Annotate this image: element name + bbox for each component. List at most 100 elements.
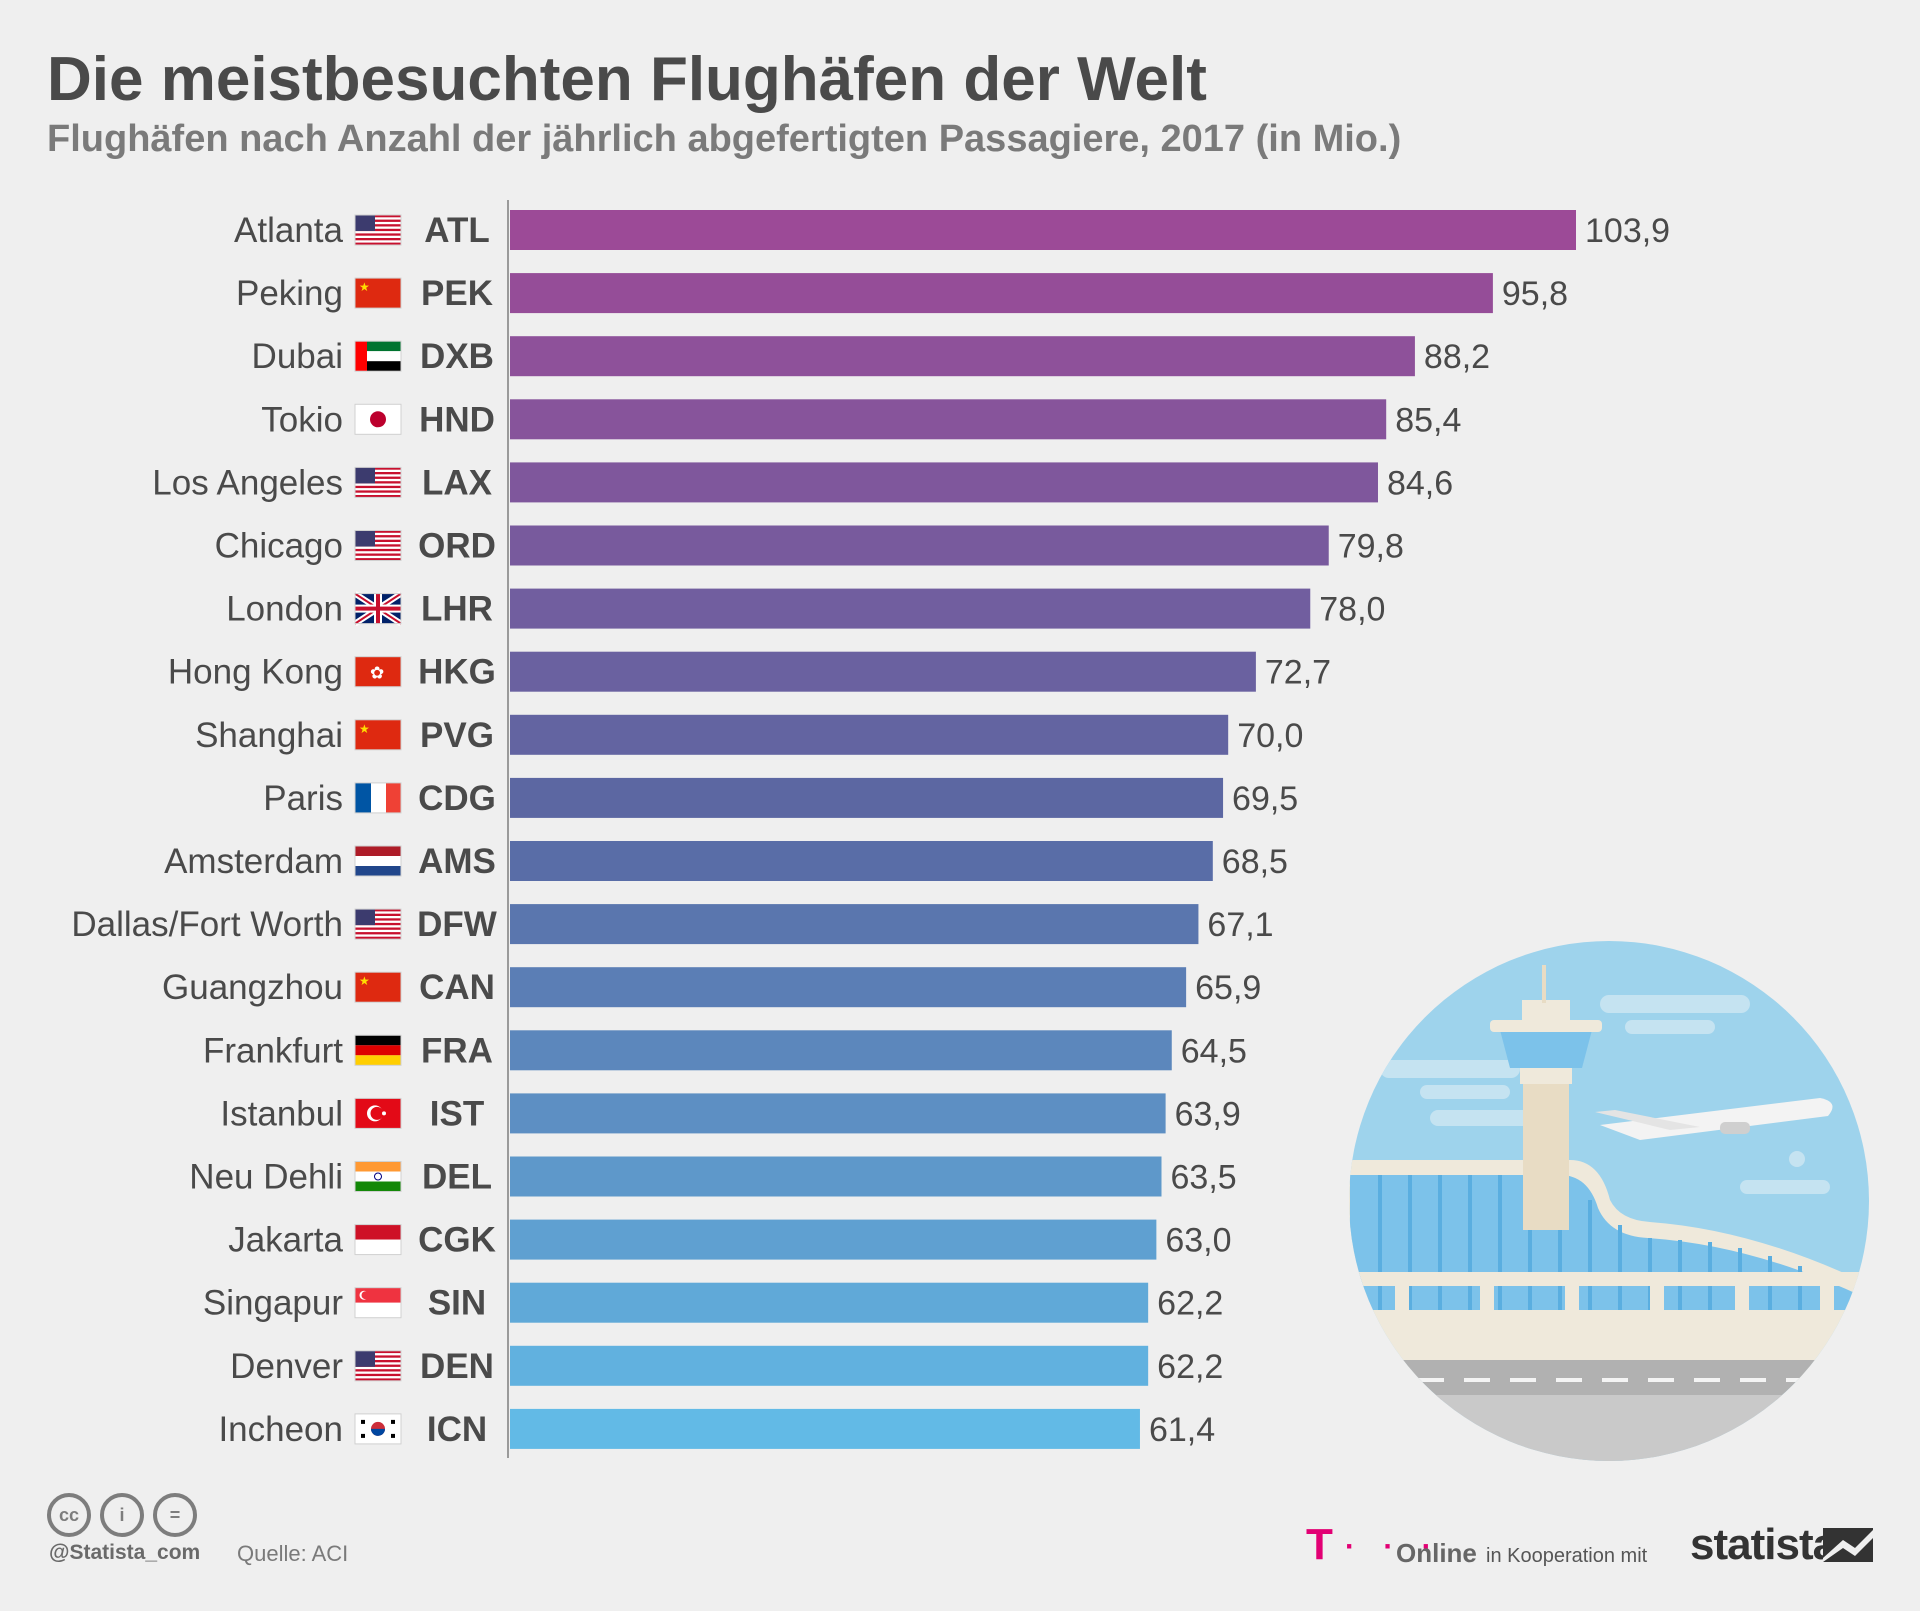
flag-cn-icon: ★ <box>354 277 402 309</box>
bar-row: Neu Dehli DEL 63,5 <box>189 1156 1237 1197</box>
cc-license-icons: cc i = <box>47 1493 197 1537</box>
bar-row: Frankfurt FRA 64,5 <box>203 1030 1247 1071</box>
value-label: 65,9 <box>1195 969 1261 1007</box>
bar[interactable] <box>510 777 1224 818</box>
statista-icon <box>1823 1528 1873 1562</box>
flag-jp-icon <box>354 403 402 435</box>
value-label: 72,7 <box>1265 654 1331 692</box>
city-label: Peking <box>236 274 343 313</box>
value-label: 84,6 <box>1387 464 1453 502</box>
bar[interactable] <box>510 651 1256 692</box>
bar-row: Jakarta CGK 63,0 <box>228 1219 1232 1260</box>
bar[interactable] <box>510 967 1187 1008</box>
bar-row: Dubai DXB 88,2 <box>252 336 1490 377</box>
city-label: Atlanta <box>234 211 343 250</box>
city-label: Tokio <box>261 400 343 439</box>
value-label: 63,5 <box>1171 1159 1237 1197</box>
bar[interactable] <box>510 273 1493 314</box>
airport-code: ICN <box>427 1410 487 1449</box>
flag-hk-icon: ✿ <box>354 656 402 688</box>
bar[interactable] <box>510 1156 1162 1197</box>
bar[interactable] <box>510 399 1387 440</box>
airport-code: DEN <box>420 1347 494 1386</box>
bar[interactable] <box>510 841 1213 881</box>
airport-code: FRA <box>421 1031 493 1070</box>
bar[interactable] <box>510 210 1576 250</box>
svg-text:✿: ✿ <box>370 664 384 683</box>
city-label: Chicago <box>215 527 343 566</box>
bar[interactable] <box>510 1408 1140 1449</box>
airport-code: HND <box>419 400 495 439</box>
city-label: Guangzhou <box>162 968 343 1007</box>
flag-fr-icon <box>354 782 402 814</box>
value-label: 63,0 <box>1165 1222 1231 1260</box>
telekom-logo: T <box>1306 1520 1334 1569</box>
city-label: Los Angeles <box>152 463 343 502</box>
cc-icon[interactable]: cc <box>47 1493 91 1537</box>
bar[interactable] <box>510 462 1378 503</box>
flag-cn-icon: ★ <box>354 971 402 1003</box>
airport-code: ATL <box>424 211 489 250</box>
flag-nl-icon <box>354 845 402 877</box>
bar[interactable] <box>510 904 1199 945</box>
airport-code: PVG <box>420 716 494 755</box>
airport-code: SIN <box>428 1284 486 1323</box>
airport-code: CAN <box>419 968 495 1007</box>
t-online-label: Online <box>1396 1538 1477 1568</box>
city-label: Jakarta <box>228 1221 343 1260</box>
airport-code: ORD <box>418 527 496 566</box>
bar-row: Istanbul IST 63,9 <box>220 1093 1241 1134</box>
flag-us-icon <box>354 214 402 246</box>
bar[interactable] <box>510 1345 1149 1386</box>
attribution-icon[interactable]: i <box>100 1493 144 1537</box>
value-label: 67,1 <box>1207 906 1273 944</box>
flag-us-icon <box>354 1350 402 1382</box>
value-label: 79,8 <box>1338 528 1404 566</box>
bar[interactable] <box>510 714 1229 755</box>
bar-row: Hong Kong ✿ HKG 72,7 <box>168 651 1331 692</box>
value-label: 70,0 <box>1237 717 1303 755</box>
flag-us-icon <box>354 466 402 498</box>
source-note: Quelle: ACI <box>237 1541 349 1566</box>
bar[interactable] <box>510 1030 1172 1071</box>
flag-cn-icon: ★ <box>354 719 402 751</box>
city-label: Frankfurt <box>203 1031 343 1070</box>
city-label: Hong Kong <box>168 653 343 692</box>
city-label: Incheon <box>218 1410 343 1449</box>
city-label: Dallas/Fort Worth <box>71 905 343 944</box>
bar[interactable] <box>510 1093 1166 1134</box>
city-label: Neu Dehli <box>189 1158 343 1197</box>
value-label: 78,0 <box>1319 591 1385 629</box>
svg-text:★: ★ <box>359 722 370 736</box>
airport-code: CDG <box>418 779 496 818</box>
statista-handle[interactable]: @Statista_com <box>49 1541 201 1564</box>
airport-code: DEL <box>422 1158 492 1197</box>
value-label: 62,2 <box>1157 1285 1223 1323</box>
airport-code: LAX <box>422 463 493 502</box>
bar[interactable] <box>510 1282 1149 1323</box>
value-label: 62,2 <box>1157 1348 1223 1386</box>
flag-in-icon <box>354 1161 402 1192</box>
no-derivatives-icon[interactable]: = <box>153 1493 197 1537</box>
airport-code: DFW <box>417 905 497 944</box>
city-label: Denver <box>230 1347 343 1386</box>
flag-de-icon <box>354 1034 402 1066</box>
flag-us-icon <box>354 530 402 561</box>
statista-logo[interactable]: statista <box>1690 1520 1837 1569</box>
chart-title: Die meistbesuchten Flughäfen der Welt <box>47 45 1207 114</box>
bar[interactable] <box>510 1219 1157 1260</box>
bar[interactable] <box>510 588 1311 629</box>
bar-row: Incheon ICN 61,4 <box>218 1408 1215 1449</box>
flag-sg-icon <box>354 1287 402 1319</box>
flag-kr-icon <box>354 1413 402 1445</box>
value-label: 103,9 <box>1585 212 1670 250</box>
svg-text:★: ★ <box>359 280 370 294</box>
bar[interactable] <box>510 336 1415 377</box>
value-label: 63,9 <box>1175 1095 1241 1133</box>
bar-row: Chicago ORD 79,8 <box>215 525 1404 566</box>
airport-code: AMS <box>418 842 496 881</box>
bar-row: Atlanta ATL 103,9 <box>234 210 1670 250</box>
value-label: 69,5 <box>1232 780 1298 818</box>
bar[interactable] <box>510 525 1329 566</box>
